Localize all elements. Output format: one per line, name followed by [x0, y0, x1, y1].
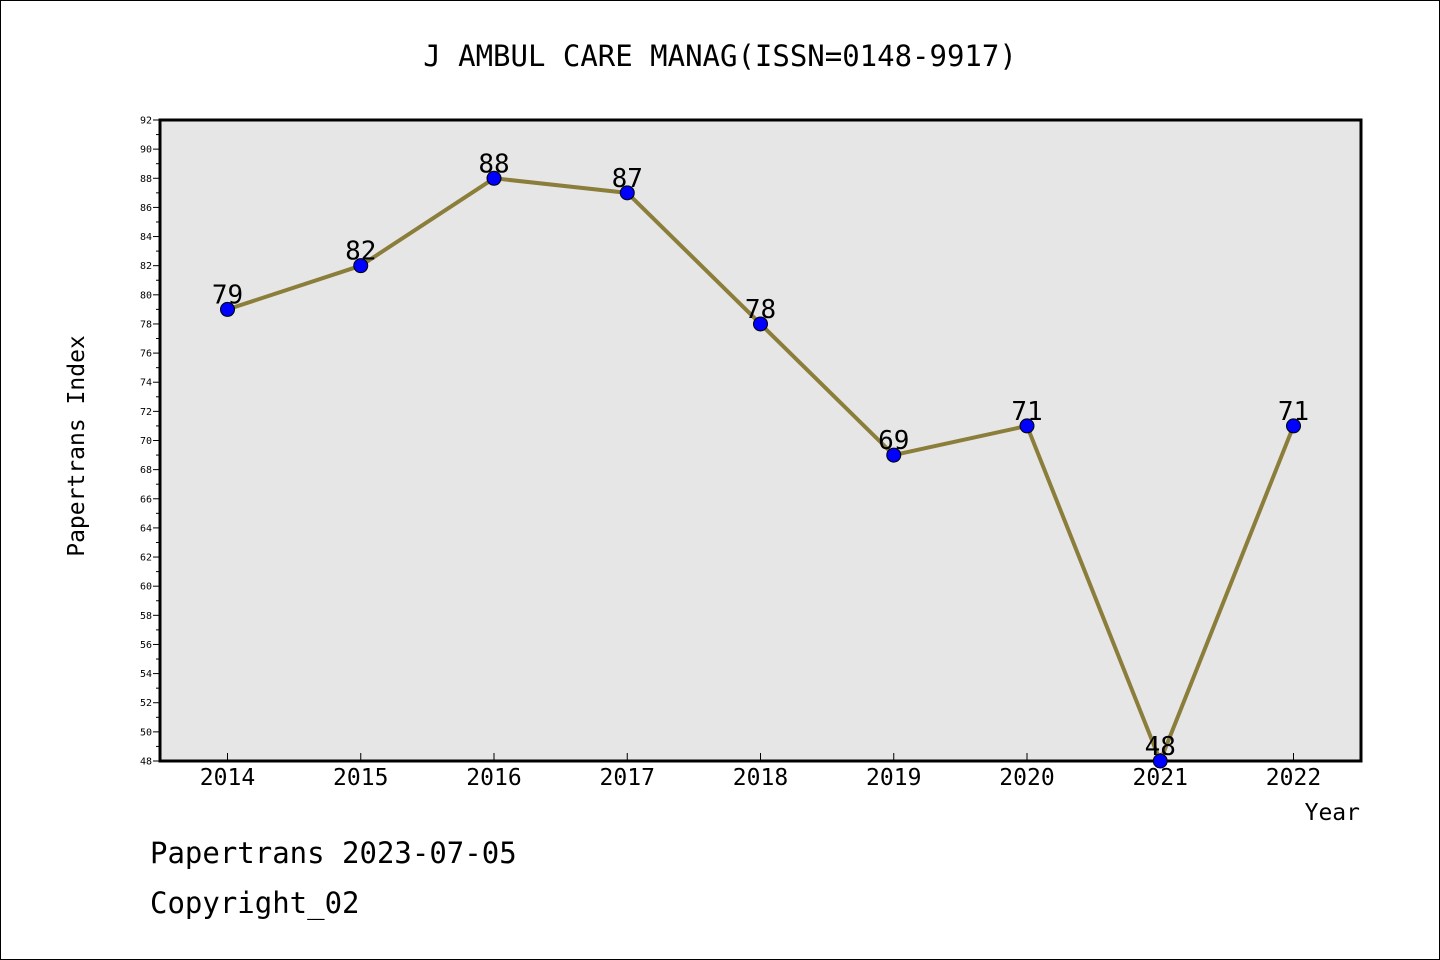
- y-tick-label: 68: [140, 465, 152, 476]
- y-tick-label: 84: [140, 232, 152, 243]
- footer-copyright-line: Copyright_02: [150, 886, 360, 920]
- data-label: 71: [1278, 397, 1309, 427]
- y-tick-label: 90: [140, 145, 152, 156]
- data-label: 48: [1145, 732, 1176, 762]
- y-tick-label: 48: [140, 757, 152, 768]
- data-point: [220, 301, 235, 317]
- data-point: [353, 258, 369, 274]
- x-axis-title: Year: [1305, 800, 1360, 826]
- label-layer: 79 82 88 87 78 69 71 48 71: [212, 149, 1309, 762]
- x-tick-label: 2015: [333, 765, 388, 791]
- axes-layer: 48 50 52 54 56 58 60 62 64 66 68 70 72 74 76 78 80 82 84 86…: [140, 116, 1321, 792]
- y-axis-title: Papertrans Index: [64, 335, 90, 557]
- footer-date-line: Papertrans 2023-07-05: [150, 836, 517, 870]
- x-tick-label: 2019: [866, 765, 921, 791]
- y-tick-label: 64: [140, 523, 152, 534]
- data-label: 87: [612, 164, 643, 194]
- x-tick-label: 2014: [200, 765, 255, 791]
- y-tick-label: 88: [140, 174, 152, 185]
- y-tick-label: 72: [140, 407, 152, 418]
- data-point: [1152, 753, 1168, 769]
- data-label: 79: [212, 280, 243, 310]
- data-point: [1286, 418, 1301, 434]
- x-tick-label: 2017: [600, 765, 655, 791]
- y-tick-label: 52: [140, 698, 152, 709]
- plot-area: [158, 118, 1363, 763]
- x-tick-label: 2022: [1266, 765, 1321, 791]
- y-tick-label: 54: [140, 669, 152, 680]
- x-tick-label: 2021: [1133, 765, 1188, 791]
- y-tick-label: 76: [140, 349, 152, 360]
- data-label: 71: [1011, 397, 1042, 427]
- data-point: [886, 447, 902, 463]
- data-point: [753, 316, 768, 332]
- y-tick-label: 82: [140, 261, 152, 272]
- data-label: 88: [478, 149, 509, 179]
- data-point: [619, 185, 635, 201]
- y-tick-label: 60: [140, 582, 152, 593]
- chart-title: J AMBUL CARE MANAG(ISSN=0148-9917): [423, 39, 1017, 73]
- y-tick-label: 86: [140, 203, 152, 214]
- data-point: [486, 170, 502, 186]
- y-tick-label: 80: [140, 290, 152, 301]
- y-tick-label: 74: [140, 378, 152, 389]
- x-tick-label: 2020: [999, 765, 1054, 791]
- data-label: 69: [878, 426, 909, 456]
- y-tick-label: 50: [140, 727, 152, 738]
- y-tick-label: 70: [140, 436, 152, 447]
- y-tick-label: 56: [140, 640, 152, 651]
- y-tick-label: 62: [140, 553, 152, 564]
- y-tick-label: 78: [140, 319, 152, 330]
- y-tick-label: 66: [140, 494, 152, 505]
- y-tick-label: 58: [140, 611, 152, 622]
- data-label: 78: [745, 295, 776, 325]
- data-label: 82: [345, 237, 376, 267]
- x-tick-label: 2016: [466, 765, 521, 791]
- series-layer: [220, 170, 1301, 769]
- data-point: [1019, 418, 1035, 434]
- y-tick-label: 92: [140, 116, 152, 127]
- x-tick-label: 2018: [733, 765, 788, 791]
